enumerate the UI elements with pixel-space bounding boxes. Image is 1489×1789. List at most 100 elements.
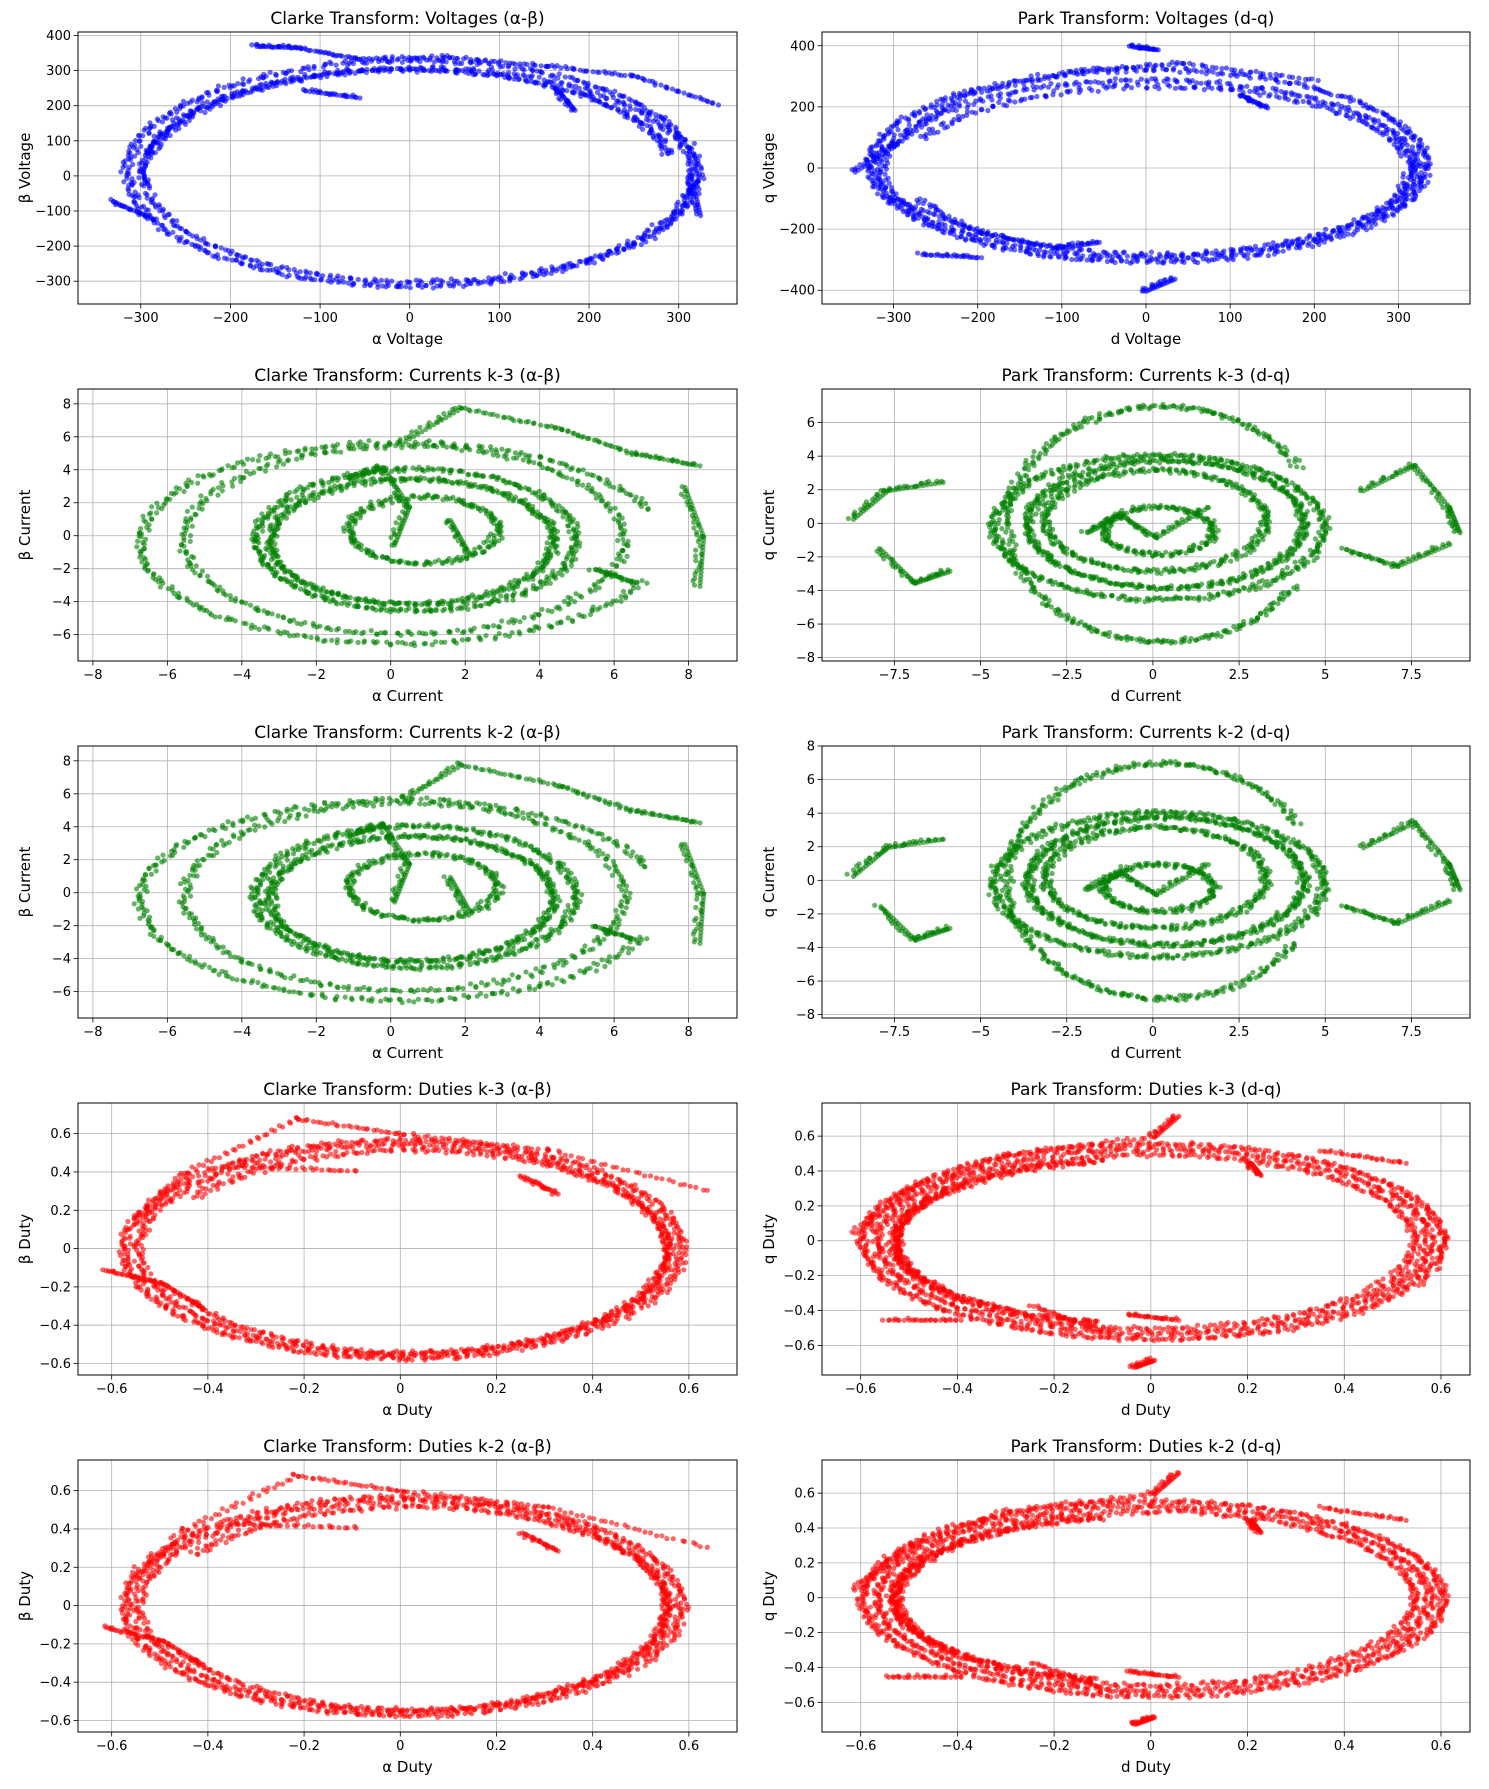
scatter-point <box>1273 76 1279 82</box>
scatter-point <box>1135 82 1141 88</box>
scatter-point <box>579 594 585 600</box>
scatter-point <box>153 204 159 210</box>
scatter-point <box>488 281 494 287</box>
scatter-point <box>1315 77 1321 84</box>
scatter-point <box>428 68 434 74</box>
scatter-point <box>1179 253 1185 259</box>
scatter-point <box>420 630 426 636</box>
scatter-point <box>520 457 526 463</box>
scatter-point <box>324 589 330 595</box>
scatter-point <box>1257 252 1263 258</box>
scatter-point <box>283 515 289 521</box>
scatter-point <box>633 99 639 105</box>
scatter-point <box>560 514 566 520</box>
scatter-point <box>602 603 609 609</box>
scatter-point <box>1345 231 1351 237</box>
scatter-point <box>1380 204 1386 210</box>
scatter-point <box>414 608 420 614</box>
scatter-point <box>1149 76 1155 82</box>
scatter-point <box>1356 219 1362 225</box>
scatter-point <box>566 83 572 89</box>
scatter-point <box>257 453 263 459</box>
scatter-point <box>205 104 211 110</box>
scatter-point <box>1414 151 1420 157</box>
scatter-point <box>591 260 598 266</box>
scatter-point <box>294 456 300 462</box>
scatter-point <box>148 155 154 161</box>
scatter-point <box>302 499 309 506</box>
scatter-point <box>1031 87 1037 93</box>
scatter-point <box>341 279 347 285</box>
scatter-point <box>182 531 188 537</box>
scatter-point <box>492 636 498 642</box>
scatter-point <box>352 94 358 100</box>
scatter-point <box>908 127 914 133</box>
scatter-point <box>1329 229 1335 235</box>
scatter-point <box>611 516 617 522</box>
scatter-point <box>156 579 162 585</box>
scatter-point <box>607 248 613 254</box>
scatter-point <box>578 259 584 265</box>
scatter-point <box>408 493 414 499</box>
scatter-point <box>358 597 364 603</box>
scatter-point <box>512 494 519 500</box>
x-tick-label: 8 <box>684 668 692 683</box>
scatter-point <box>617 553 623 559</box>
scatter-point <box>1143 67 1149 73</box>
scatter-point <box>416 494 422 500</box>
scatter-point <box>194 106 200 112</box>
scatter-point <box>616 243 622 249</box>
scatter-point <box>127 207 133 213</box>
scatter-point <box>510 597 516 603</box>
scatter-point <box>672 133 678 139</box>
scatter-point <box>310 483 316 489</box>
x-axis-label: α Voltage <box>372 330 443 348</box>
scatter-point <box>340 275 346 281</box>
scatter-point <box>342 474 348 481</box>
scatter-point <box>407 66 413 72</box>
scatter-point <box>311 74 317 80</box>
scatter-point <box>944 124 950 130</box>
scatter-point <box>456 468 462 474</box>
y-tick-label: 0 <box>63 529 71 544</box>
scatter-point <box>391 601 398 607</box>
scatter-point <box>1091 251 1097 257</box>
scatter-point <box>431 467 437 473</box>
scatter-point <box>511 481 517 487</box>
scatter-point <box>912 206 918 212</box>
scatter-point <box>415 282 421 288</box>
scatter-point <box>512 617 518 623</box>
scatter-point <box>874 150 880 156</box>
scatter-point <box>454 278 460 284</box>
scatter-point <box>275 459 281 465</box>
scatter-point <box>189 233 196 239</box>
scatter-point <box>468 56 474 63</box>
scatter-point <box>1245 255 1251 261</box>
scatter-point <box>1244 83 1250 89</box>
scatter-point <box>481 279 487 285</box>
scatter-point <box>573 591 579 597</box>
scatter-point <box>269 44 276 51</box>
scatter-point <box>1350 114 1356 120</box>
scatter-point <box>381 604 387 610</box>
scatter-point <box>1381 111 1387 117</box>
scatter-point <box>141 127 147 133</box>
scatter-point <box>1055 253 1061 260</box>
scatter-point <box>1130 64 1136 71</box>
scatter-point <box>698 164 704 170</box>
scatter-point <box>346 69 352 75</box>
scatter-point <box>666 119 672 125</box>
axes-frame <box>77 31 738 305</box>
scatter-point <box>1215 71 1221 77</box>
scatter-point <box>973 110 979 116</box>
scatter-point <box>1043 249 1049 255</box>
scatter-point <box>281 615 287 621</box>
scatter-point <box>370 279 376 285</box>
scatter-point <box>516 577 522 584</box>
scatter-point <box>870 153 876 159</box>
scatter-point <box>1058 92 1064 98</box>
scatter-point <box>1374 108 1380 114</box>
scatter-point <box>1128 85 1135 91</box>
scatter-point <box>1060 243 1067 250</box>
scatter-point <box>985 231 991 237</box>
